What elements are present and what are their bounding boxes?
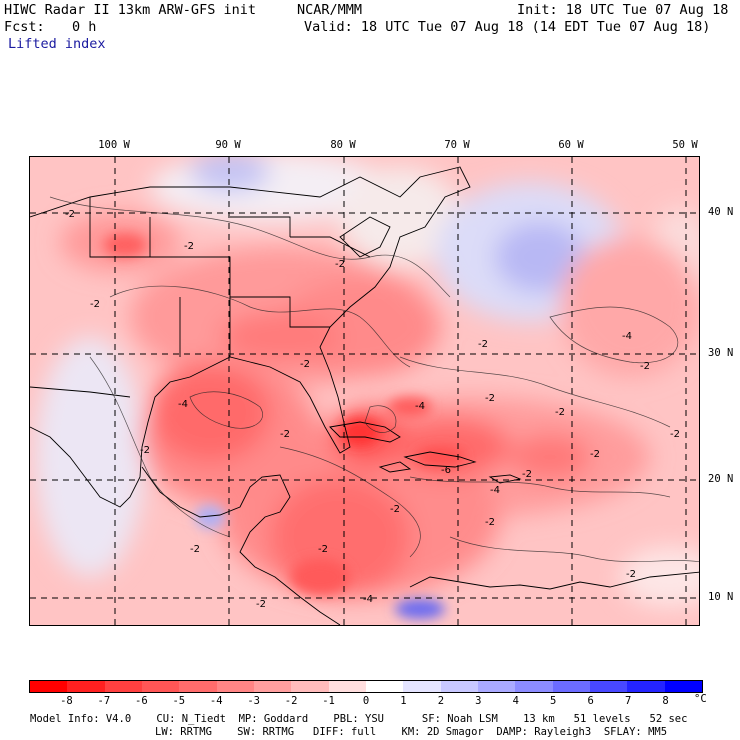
contour-label: -2 (184, 241, 194, 252)
lat-label-10n: 10 N (708, 591, 734, 603)
graticule (30, 157, 699, 625)
field-name: Lifted index (8, 36, 106, 52)
map-svg: -2 -2 -2 -2 -2 -2 -4 -4 -4 -4 -4 -6 -2 -… (30, 157, 699, 625)
contour-label: -2 (65, 209, 75, 220)
colorbar-tick: 8 (662, 695, 669, 707)
colorbar-swatch (627, 681, 665, 692)
contour-label: -4 (415, 401, 425, 412)
model-info-line2: LW: RRTMG SW: RRTMG DIFF: full KM: 2D Sm… (155, 726, 668, 738)
lon-label-100w: 100 W (98, 139, 130, 151)
contour-label: -2 (485, 517, 495, 528)
model-info-line1: Model Info: V4.0 CU: N_Tiedt MP: Goddard… (30, 713, 688, 725)
contour-label: -2 (280, 429, 290, 440)
colorbar-tick: -8 (60, 695, 73, 707)
colorbar-unit: °C (694, 693, 707, 705)
lon-label-80w: 80 W (330, 139, 356, 151)
contour-lines (49, 196, 699, 563)
colorbar-tick: 7 (624, 695, 632, 707)
colorbar-tick: 3 (475, 695, 482, 707)
colorbar-swatch (328, 681, 366, 692)
contour-label: -2 (478, 339, 488, 350)
colorbar-tick: -3 (247, 695, 260, 707)
colorbar-swatch (664, 681, 702, 692)
lon-label-60w: 60 W (558, 139, 584, 151)
forecast-label: Fcst: (4, 19, 45, 35)
colorbar-tick: -5 (172, 695, 186, 707)
forecast-hour: 0 h (72, 19, 97, 35)
colorbar-tick: -1 (322, 695, 335, 707)
contour-label: -2 (300, 359, 310, 370)
colorbar-tick: 5 (550, 695, 557, 707)
contour-label: -2 (670, 429, 680, 440)
colorbar-tick: 2 (437, 695, 445, 707)
lat-label-40n: 40 N (708, 206, 734, 218)
field-shading (35, 157, 699, 607)
colorbar-tick: 6 (587, 695, 594, 707)
contour-label: -2 (256, 599, 266, 610)
colorbar-tick: -2 (284, 695, 298, 707)
colorbar-swatch (179, 681, 217, 692)
contour-labels: -2 -2 -2 -2 -2 -2 -4 -4 -4 -4 -4 -6 -2 -… (65, 209, 680, 610)
valid-time: Valid: 18 UTC Tue 07 Aug 18 (14 EDT Tue … (304, 19, 711, 35)
model-title: HIWC Radar II 13km ARW-GFS init (4, 2, 256, 18)
contour-label: -2 (555, 407, 565, 418)
colorbar-tick: -7 (97, 695, 111, 707)
contour-label: -2 (390, 504, 400, 515)
colorbar-swatch (253, 681, 292, 692)
contour-label: -2 (640, 361, 650, 372)
coastlines (30, 166, 699, 625)
field-cores (103, 233, 465, 619)
colorbar-swatch (291, 681, 329, 692)
lifted-index-map: -2 -2 -2 -2 -2 -2 -4 -4 -4 -4 -4 -6 -2 -… (29, 156, 700, 626)
lon-label-90w: 90 W (215, 139, 241, 151)
lat-label-20n: 20 N (708, 473, 734, 485)
contour-label: -2 (590, 449, 600, 460)
colorbar-tick: 4 (512, 695, 519, 707)
colorbar-tick: 0 (362, 695, 370, 707)
contour-label: -4 (622, 331, 632, 342)
colorbar-swatch (403, 681, 441, 692)
contour-label: -2 (485, 393, 495, 404)
contour-label: -2 (626, 569, 636, 580)
colorbar-tick: -4 (209, 695, 223, 707)
colorbar-swatch (477, 681, 516, 692)
init-time: Init: 18 UTC Tue 07 Aug 18 (517, 2, 729, 18)
contour-label: -4 (363, 594, 373, 605)
colorbar-swatch (67, 681, 105, 692)
colorbar-swatch (216, 681, 254, 692)
colorbar-swatch (104, 681, 142, 692)
colorbar-swatch (515, 681, 553, 692)
lon-label-70w: 70 W (444, 139, 470, 151)
contour-label: -2 (522, 469, 532, 480)
contour-label: -2 (335, 259, 345, 270)
lon-label-50w: 50 W (672, 139, 698, 151)
colorbar-swatch (365, 681, 404, 692)
contour-label: -2 (90, 299, 100, 310)
contour-label: -4 (490, 485, 500, 496)
contour-label: -6 (441, 465, 451, 476)
org-label: NCAR/MMM (297, 2, 363, 18)
colorbar-swatch (440, 681, 478, 692)
contour-label: -2 (190, 544, 200, 555)
contour-label: -4 (178, 399, 188, 410)
colorbar-tick: 1 (400, 695, 407, 707)
colorbar-swatch (552, 681, 590, 692)
colorbar-swatch (141, 681, 180, 692)
colorbar-swatch (30, 681, 68, 692)
contour-label: -2 (318, 544, 328, 555)
colorbar-swatch (589, 681, 628, 692)
colorbar-tick: -6 (135, 695, 148, 707)
colorbar (29, 680, 703, 693)
lat-label-30n: 30 N (708, 347, 734, 359)
contour-label: -2 (140, 445, 150, 456)
